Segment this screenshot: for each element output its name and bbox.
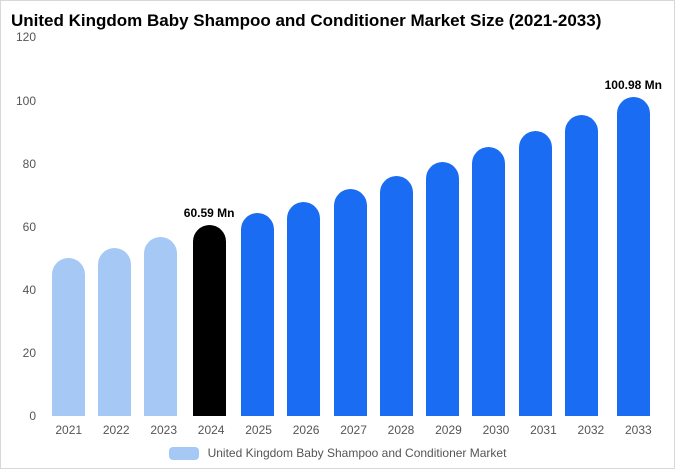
x-tick-label-2024: 2024 xyxy=(197,423,225,437)
bar-2030[interactable] xyxy=(472,147,506,416)
x-tick-label-2021: 2021 xyxy=(55,423,83,437)
bar-slot: 60.59 Mn xyxy=(184,37,235,416)
x-tick-label-2031: 2031 xyxy=(530,423,557,437)
bar-slot xyxy=(281,37,327,416)
x-tick-label-2029: 2029 xyxy=(435,423,462,437)
bar-slot xyxy=(327,37,373,416)
bar-2028[interactable] xyxy=(379,175,413,416)
bar-2032[interactable] xyxy=(564,115,598,416)
x-tick-label-2028: 2028 xyxy=(387,423,415,437)
bar-2031[interactable] xyxy=(518,131,552,416)
x-axis: 2021 2022 2023 2024 2025 2026 2027 2028 2029 2030… xyxy=(45,416,662,437)
bar-2025[interactable] xyxy=(241,213,275,416)
y-tick-label: 20 xyxy=(22,345,36,360)
data-label-2024: 60.59 Mn xyxy=(183,205,235,220)
bar-2026[interactable] xyxy=(287,201,321,416)
bar-slot xyxy=(558,37,604,416)
y-tick-label: 60 xyxy=(22,219,36,234)
legend[interactable]: United Kingdom Baby Shampoo and Conditio… xyxy=(11,437,664,462)
bar-2029[interactable] xyxy=(426,162,460,416)
x-tick-label-2033: 2033 xyxy=(625,423,652,437)
x-tick-label-2030: 2030 xyxy=(482,423,510,437)
y-tick-label: 80 xyxy=(22,156,36,171)
x-tick-label-2022: 2022 xyxy=(102,423,130,437)
bar-slot xyxy=(420,37,466,416)
y-tick-label: 0 xyxy=(29,409,36,423)
x-tick-label-2023: 2023 xyxy=(150,423,178,437)
bar-2023[interactable] xyxy=(144,237,178,416)
bar-slot xyxy=(91,37,137,416)
y-tick-label: 120 xyxy=(15,30,36,45)
legend-swatch xyxy=(168,446,199,460)
x-tick-label-2026: 2026 xyxy=(292,423,320,437)
bar-slot xyxy=(235,37,281,416)
x-tick-label-2032: 2032 xyxy=(577,423,605,437)
bar-2033[interactable] xyxy=(616,97,650,416)
legend-label: United Kingdom Baby Shampoo and Conditio… xyxy=(207,446,507,460)
bar-slot: 100.98 Mn xyxy=(605,37,662,416)
bar-slot xyxy=(373,37,419,416)
data-label-2033: 100.98 Mn xyxy=(604,78,662,93)
plot-region: 0 20 40 60 80 100 120 60.59 Mn 100.98 Mn xyxy=(11,31,664,422)
bar-2027[interactable] xyxy=(333,189,367,416)
chart-title: United Kingdom Baby Shampoo and Conditio… xyxy=(11,11,602,30)
y-axis: 0 20 40 60 80 100 120 xyxy=(11,31,39,422)
bar-slot xyxy=(512,37,558,416)
x-tick-label-2025: 2025 xyxy=(245,423,272,437)
bar-slot xyxy=(466,37,512,416)
x-tick-label-2027: 2027 xyxy=(340,423,367,437)
plot-area: 60.59 Mn 100.98 Mn xyxy=(45,37,662,416)
bar-2021[interactable] xyxy=(51,257,85,416)
bar-2024[interactable] xyxy=(192,224,226,416)
y-tick-label: 40 xyxy=(22,282,36,297)
bar-slot xyxy=(45,37,91,416)
y-tick-label: 100 xyxy=(15,93,36,108)
bar-slot xyxy=(138,37,184,416)
bar-2022[interactable] xyxy=(97,247,131,416)
